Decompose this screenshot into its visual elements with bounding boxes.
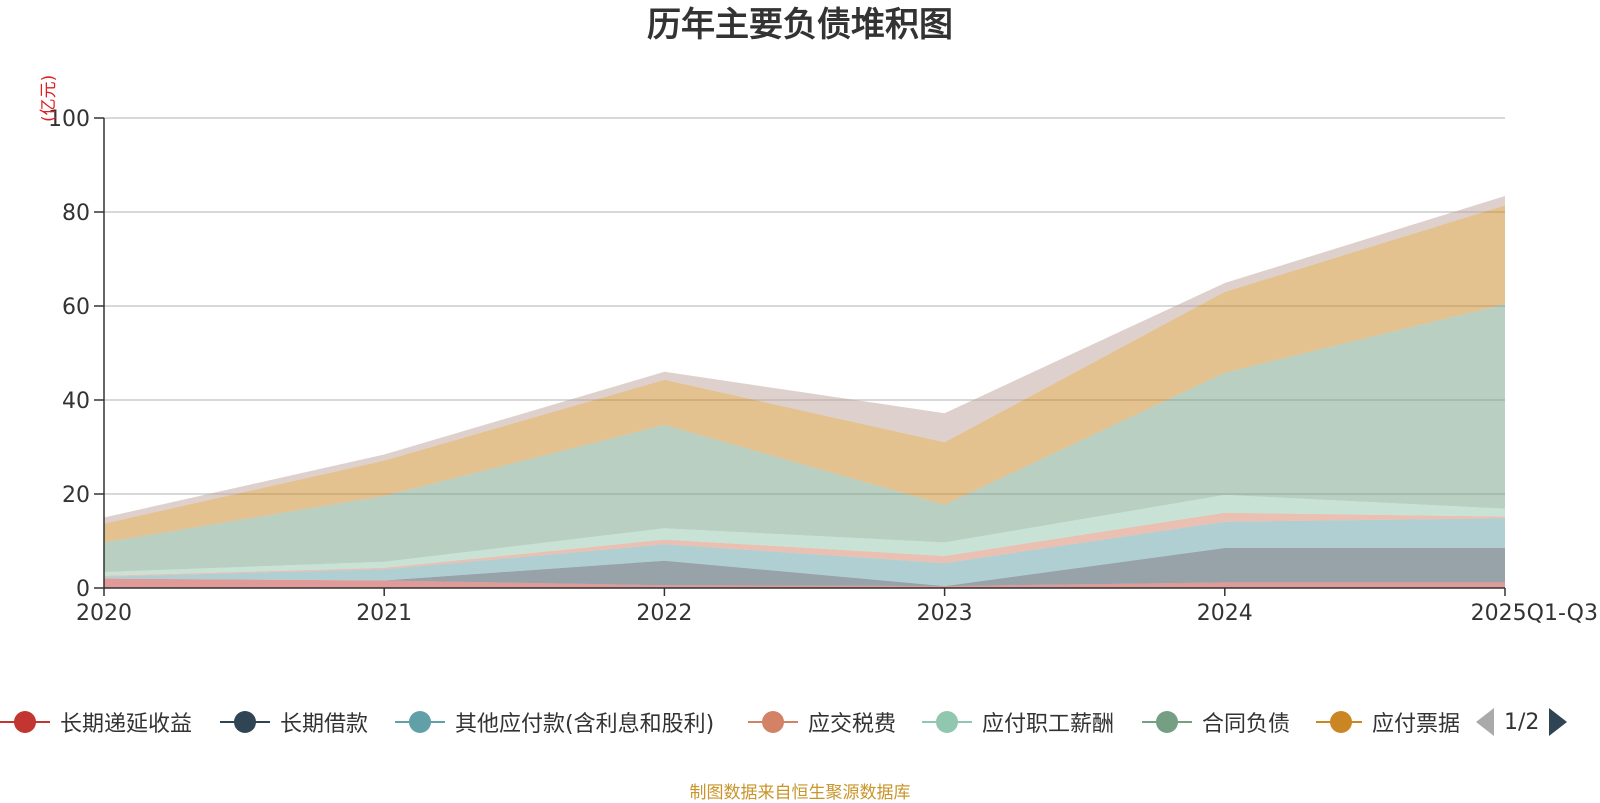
legend-item[interactable]: 长期递延收益: [0, 702, 192, 742]
legend-item[interactable]: 其他应付款(含利息和股利): [395, 702, 714, 742]
area-series: [104, 205, 1505, 543]
chart-title: 历年主要负债堆积图: [647, 5, 953, 45]
y-tick-label: 100: [48, 107, 90, 132]
legend-item-label: 应付职工薪酬: [982, 712, 1115, 737]
x-tick-label: 2024: [1197, 601, 1253, 626]
legend-marker-icon: [748, 708, 798, 736]
area-series: [104, 196, 1505, 524]
legend-item-label: 合同负债: [1202, 712, 1291, 737]
x-tick-label: 2023: [917, 601, 973, 626]
source-note: 制图数据来自恒生聚源数据库: [689, 783, 911, 803]
legend-item[interactable]: 应交税费: [748, 702, 896, 742]
x-tick-label: 2025Q1-Q3: [1471, 601, 1598, 626]
y-axis-unit-label: (亿元): [39, 74, 59, 122]
area-series: [104, 548, 1505, 587]
legend-item[interactable]: 应付票据: [1316, 702, 1460, 742]
legend-page-indicator: 1/2: [1504, 709, 1540, 735]
legend-marker-icon: [922, 708, 972, 736]
area-series: [104, 512, 1505, 577]
legend-item-label: 应付票据: [1371, 712, 1460, 737]
legend-next-icon[interactable]: [1549, 708, 1568, 736]
legend-item-label: 应交税费: [808, 712, 897, 737]
legend-marker-icon: [1142, 708, 1192, 736]
y-tick-label: 80: [62, 201, 90, 226]
legend-marker-icon: [395, 708, 445, 736]
x-tick-label: 2020: [76, 601, 132, 626]
stacked-area-chart: 0 20 40 60 80 100 2020 2021 2022 2023 2024 2025Q1-Q…: [48, 107, 1598, 626]
legend-item-label: 长期借款: [280, 712, 369, 737]
y-tick-label: 60: [62, 295, 90, 320]
legend-item[interactable]: 应付职工薪酬: [922, 702, 1114, 742]
area-series: [104, 494, 1505, 576]
legend-marker-icon: [220, 708, 270, 736]
legend: 长期递延收益 长期借款 其他应付款(含利息和股利) 应交税费 应付职工薪酬 合同负债 应付票…: [0, 702, 1600, 742]
y-tick-label: 20: [62, 483, 90, 508]
legend-marker-icon: [1316, 708, 1362, 736]
y-tick-label: 40: [62, 389, 90, 414]
x-tick-label: 2022: [636, 601, 692, 626]
area-series: [104, 578, 1505, 588]
legend-marker-icon: [0, 708, 50, 736]
legend-pager: 1/2: [1476, 702, 1600, 742]
area-series: [104, 518, 1505, 587]
legend-item-label: 长期递延收益: [60, 712, 193, 737]
y-tick-label: 0: [76, 577, 90, 602]
legend-item[interactable]: 合同负债: [1142, 702, 1290, 742]
legend-prev-icon[interactable]: [1476, 708, 1494, 736]
x-tick-label: 2021: [356, 601, 412, 626]
legend-item[interactable]: 长期借款: [220, 702, 368, 742]
legend-item-label: 其他应付款(含利息和股利): [455, 712, 715, 737]
area-series: [104, 304, 1505, 572]
